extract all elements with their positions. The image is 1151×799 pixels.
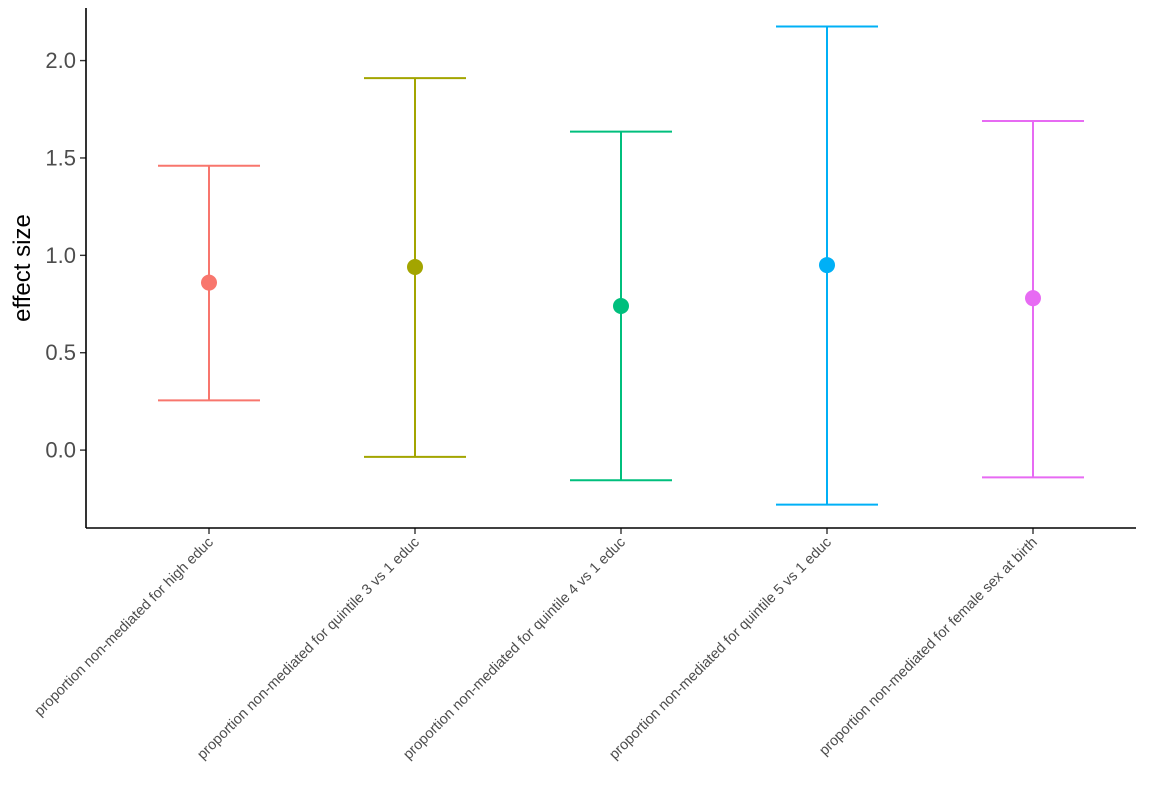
y-axis-ticks: 0.0 0.5 1.0 1.5 2.0 — [45, 48, 86, 463]
x-tick-label: proportion non-mediated for quintile 5 v… — [606, 535, 834, 763]
x-axis-ticks: proportion non-mediated for high educpro… — [32, 528, 1041, 763]
y-tick-label: 0.0 — [45, 438, 76, 463]
point-estimate — [407, 259, 423, 276]
y-tick-label: 1.5 — [45, 145, 76, 170]
x-tick-label: proportion non-mediated for quintile 3 v… — [194, 535, 422, 763]
x-tick-label: proportion non-mediated for high educ — [32, 535, 217, 720]
x-tick-label: proportion non-mediated for quintile 4 v… — [400, 535, 628, 763]
y-axis-title: effect size — [9, 214, 36, 322]
point-estimate — [1025, 290, 1041, 307]
x-tick-label: proportion non-mediated for female sex a… — [816, 535, 1040, 759]
y-tick-label: 2.0 — [45, 48, 76, 73]
y-tick-label: 0.5 — [45, 340, 76, 365]
point-estimate — [201, 274, 217, 291]
error-bars — [158, 25, 1084, 506]
point-estimate — [613, 297, 629, 314]
y-tick-label: 1.0 — [45, 243, 76, 268]
point-estimate — [819, 257, 835, 274]
